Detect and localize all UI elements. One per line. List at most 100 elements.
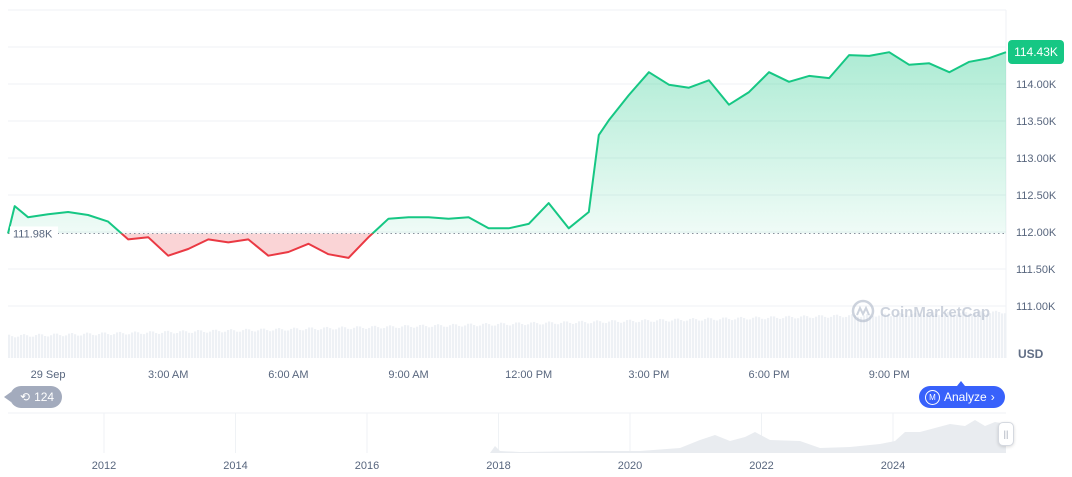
volume-bar — [932, 312, 935, 358]
volume-bar — [812, 318, 815, 358]
volume-bar — [449, 325, 452, 358]
volume-bar — [416, 326, 419, 358]
volume-bar — [668, 321, 671, 358]
volume-bar — [200, 330, 203, 358]
volume-bar — [995, 310, 998, 358]
analyze-button[interactable]: M Analyze › — [919, 381, 1005, 408]
volume-bar — [428, 327, 431, 358]
volume-bar — [350, 329, 353, 358]
volume-bar — [683, 321, 686, 358]
volume-bar — [521, 324, 524, 358]
volume-bar — [896, 313, 899, 358]
grid-lines — [8, 9, 1006, 307]
volume-bar — [821, 315, 824, 358]
volume-bar — [494, 325, 497, 358]
area-fill-below-baseline — [8, 233, 1006, 258]
volume-bar — [380, 328, 383, 358]
volume-bar — [596, 320, 599, 358]
volume-bar — [134, 331, 137, 358]
volume-bar — [359, 326, 362, 358]
volume-bar — [854, 315, 857, 358]
volume-bar — [56, 333, 59, 358]
volume-bar — [641, 320, 644, 358]
volume-bar — [830, 316, 833, 358]
volume-bar — [176, 332, 179, 358]
volume-bar — [119, 331, 122, 358]
y-tick-label: 113.50K — [1016, 116, 1057, 128]
volume-bar — [47, 336, 50, 358]
volume-bar — [605, 323, 608, 358]
volume-bar — [845, 316, 848, 358]
volume-bar — [59, 335, 62, 358]
volume-bar — [809, 317, 812, 358]
volume-bar — [893, 315, 896, 358]
x-tick-label: 3:00 PM — [628, 369, 669, 381]
volume-bar — [617, 321, 620, 358]
volume-bar — [137, 332, 140, 358]
volume-bar — [947, 311, 950, 358]
volume-bar — [398, 327, 401, 358]
y-tick-label: 113.00K — [1016, 153, 1057, 165]
analyze-label: Analyze — [944, 390, 987, 404]
volume-bar — [680, 319, 683, 358]
volume-bar — [23, 334, 26, 358]
volume-bar — [356, 326, 359, 358]
x-axis-ticks: 29 Sep 3:00 AM 6:00 AM 9:00 AM 12:00 PM 3:00 … — [31, 369, 910, 381]
volume-bar — [332, 329, 335, 358]
y-tick-label: 112.50K — [1016, 190, 1057, 202]
volume-bar — [839, 315, 842, 358]
volume-bar — [878, 315, 881, 358]
volume-bar — [977, 311, 980, 358]
volume-bar — [305, 329, 308, 358]
volume-bar — [488, 324, 491, 358]
volume-bar — [497, 323, 500, 358]
x-tick-label: 6:00 PM — [749, 369, 790, 381]
volume-bar — [389, 325, 392, 358]
y-tick-label: 114.00K — [1016, 79, 1057, 91]
volume-bar — [875, 316, 878, 358]
volume-bar — [365, 328, 368, 358]
volume-bar — [818, 315, 821, 358]
navigator-tick-label: 2020 — [618, 460, 642, 472]
volume-bar — [500, 322, 503, 358]
volume-bar — [251, 330, 254, 358]
volume-bar — [392, 326, 395, 358]
volume-bar — [293, 327, 296, 358]
volume-bar — [368, 327, 371, 358]
area-fill-above-baseline — [8, 52, 1006, 234]
volume-bar — [38, 333, 41, 358]
volume-bar — [131, 332, 134, 358]
volume-bar — [794, 318, 797, 358]
range-navigator[interactable]: 2012 2014 2016 2018 2020 2022 2024 — [8, 412, 1006, 472]
volume-bar — [296, 328, 299, 358]
volume-bar — [212, 329, 215, 358]
volume-bar — [248, 329, 251, 358]
volume-bar — [185, 331, 188, 358]
volume-bar — [734, 319, 737, 358]
navigator-drag-handle[interactable]: || — [998, 422, 1014, 446]
y-tick-label: 112.00K — [1016, 227, 1057, 239]
volume-bar — [431, 326, 434, 358]
volume-bar — [53, 333, 56, 358]
volume-bar — [944, 312, 947, 358]
volume-bar — [584, 322, 587, 358]
volume-bar — [920, 314, 923, 358]
volume-bar — [530, 322, 533, 358]
volume-bar — [761, 318, 764, 358]
volume-bar — [335, 329, 338, 358]
volume-bar — [887, 314, 890, 358]
volume-bar — [329, 328, 332, 358]
history-badge[interactable]: ⟲ 124 — [3, 386, 63, 408]
volume-bar — [242, 330, 245, 358]
volume-bar — [377, 327, 380, 358]
svg-text:CoinMarketCap: CoinMarketCap — [880, 304, 990, 321]
volume-bar — [716, 320, 719, 358]
volume-bar — [311, 327, 314, 358]
volume-bar — [623, 321, 626, 358]
volume-bar — [728, 318, 731, 358]
volume-bar — [938, 315, 941, 358]
volume-bar — [170, 332, 173, 358]
volume-bar — [116, 332, 119, 358]
volume-bar — [395, 327, 398, 358]
